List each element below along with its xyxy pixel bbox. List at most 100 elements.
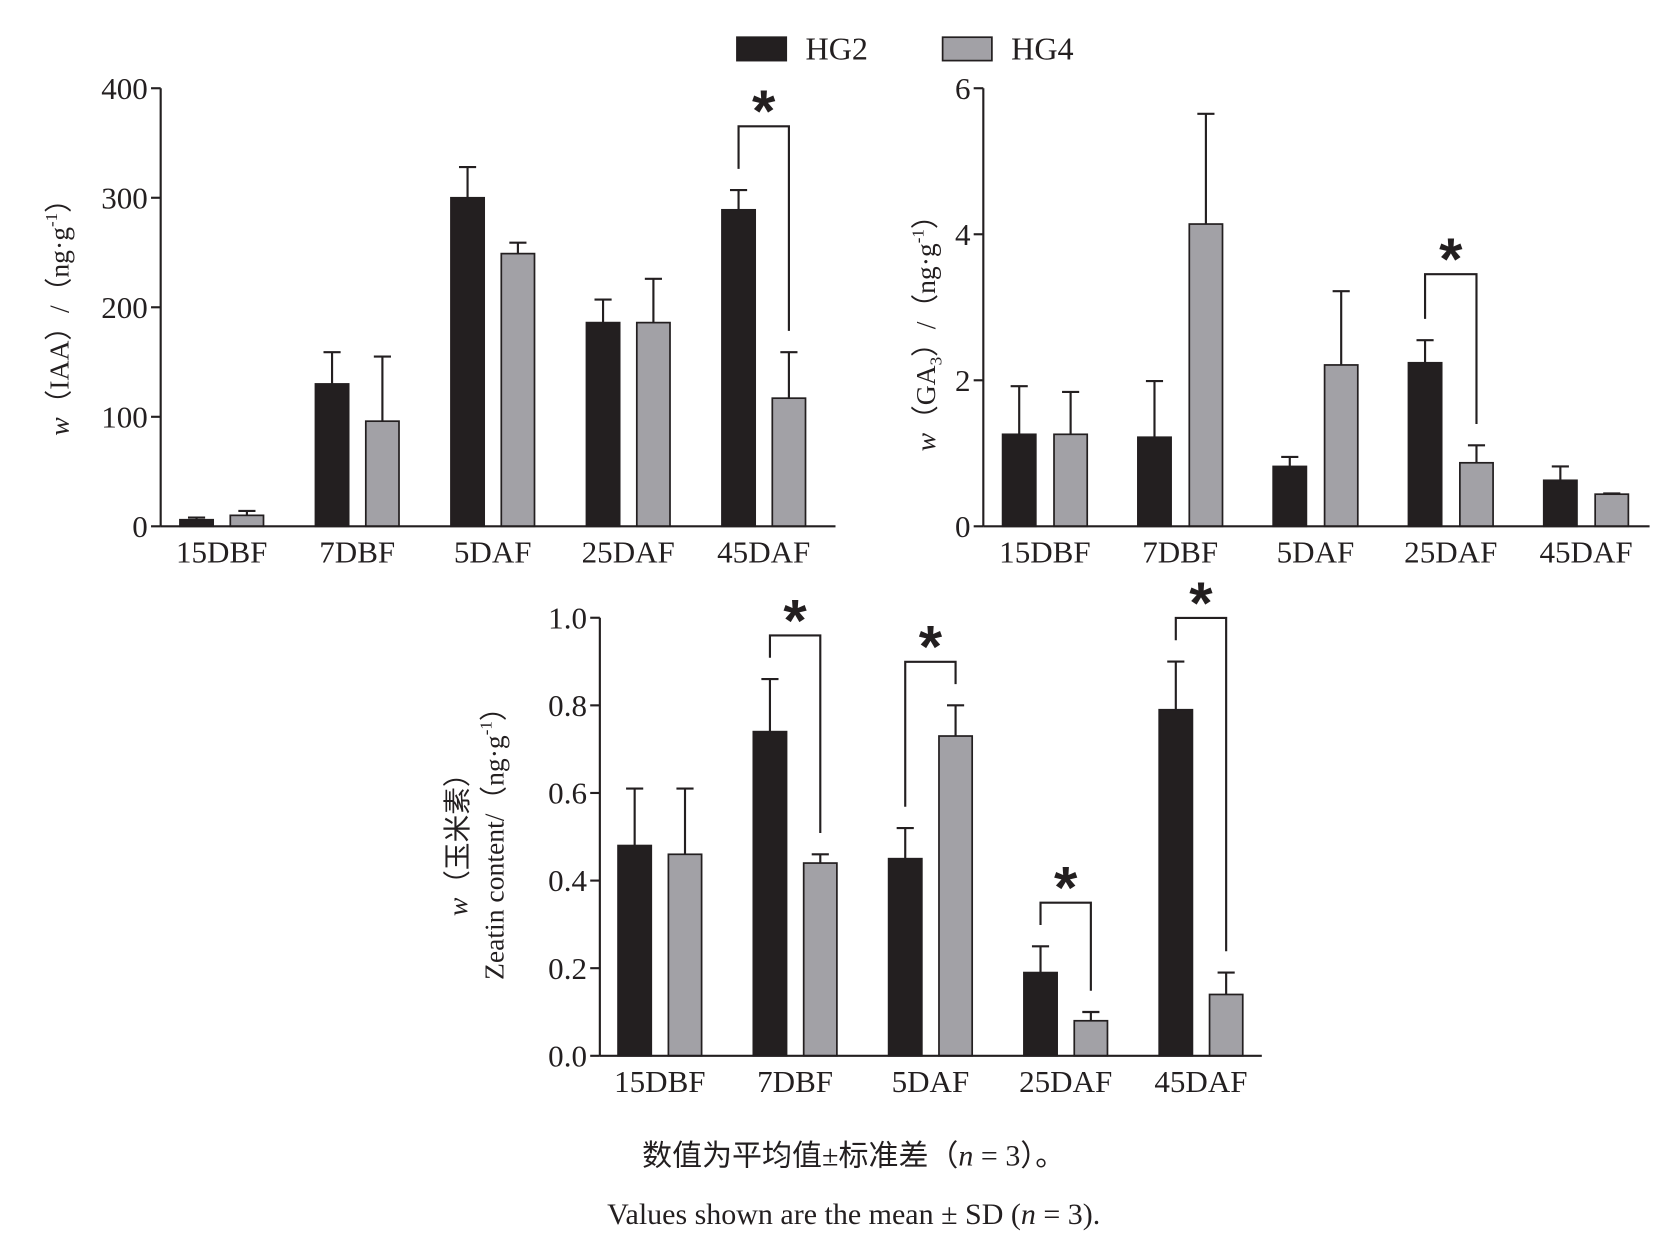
caption-zh-italic: n [958, 1139, 973, 1172]
significance-star: * [919, 613, 943, 680]
legend-label-hg2: HG2 [806, 31, 868, 67]
caption-en: Values shown are the mean ± SD (n = 3). [607, 1198, 1100, 1231]
error-bar-hg2 [458, 166, 477, 198]
bar-hg2 [1137, 436, 1172, 528]
ga3-chart: w（GA3）/（ng·g-1） 0 2 4 6 15DBF 7DBF 5DAF 25DAF 45… [908, 71, 1650, 569]
category-label: 7DBF [1142, 535, 1218, 570]
bar-hg2 [1001, 433, 1037, 528]
category-label: 45DAF [717, 535, 810, 570]
bar-hg4 [802, 862, 838, 1057]
y-tick-label: 0 [955, 509, 971, 544]
y-axis-title-sub: 3 [926, 357, 945, 365]
zeatin-plot: 0.0 0.2 0.4 0.6 0.8 1.0 15DBF 7DBF 5DAF 25DAF 45DA… [548, 569, 1262, 1099]
error-bar-hg2 [1551, 465, 1569, 481]
significance-bracket [1174, 616, 1228, 952]
y-tick-label: 2 [955, 363, 971, 398]
legend-label-hg4: HG4 [1011, 31, 1073, 67]
y-axis-title-main: （GA [911, 365, 942, 433]
error-bar-hg2 [1010, 385, 1028, 435]
significance-star: * [783, 587, 807, 654]
bar-hg4 [635, 321, 671, 528]
bar-hg4 [1208, 993, 1244, 1057]
y-tick-label: 100 [101, 400, 148, 435]
y-tick-label: 200 [101, 290, 148, 325]
bar-hg2 [450, 196, 486, 528]
bar-hg4 [500, 252, 536, 528]
y-tick-label: 1.0 [548, 600, 587, 635]
category-label: 5DAF [1277, 535, 1355, 570]
error-bar-hg4 [238, 509, 256, 516]
category-label: 45DAF [1154, 1064, 1247, 1099]
y-axis-title-text: w（玉米素） [443, 760, 474, 917]
bar-hg4 [229, 514, 265, 528]
bar-hg4 [1594, 493, 1630, 528]
significance-star: * [1189, 569, 1213, 636]
y-tick-label: 0.2 [548, 951, 587, 986]
bar-hg4 [1323, 364, 1359, 528]
error-bar-hg2 [1167, 660, 1185, 710]
bar-hg2 [585, 321, 621, 528]
significance-bracket [1039, 901, 1092, 991]
y-axis-title-var: w [911, 432, 942, 451]
error-bar-hg4 [1217, 971, 1235, 995]
y-axis-title-text: Zeatin content/（ng·g-1） [477, 693, 511, 980]
caption-zh: 数值为平均值±标准差（n = 3）。 [642, 1139, 1065, 1172]
caption: 数值为平均值±标准差（n = 3）。 Values shown are the … [607, 1139, 1100, 1230]
caption-zh-after: = 3）。 [973, 1139, 1065, 1172]
bar-hg2 [1407, 361, 1443, 528]
error-bar-hg4 [509, 241, 527, 254]
bar-hg2 [1542, 479, 1578, 528]
category-label: 7DBF [757, 1064, 833, 1099]
error-bar-hg4 [676, 787, 694, 855]
bar-hg2 [617, 844, 653, 1057]
significance-star: * [752, 78, 776, 145]
bar-hg4 [364, 420, 400, 528]
bar-hg4 [771, 397, 807, 528]
y-tick-label: 300 [101, 181, 148, 216]
bar-hg4 [1188, 223, 1224, 528]
error-bar-hg4 [1197, 112, 1215, 225]
error-bar-hg4 [1082, 1010, 1100, 1021]
error-bar-hg4 [373, 355, 391, 422]
significance-bracket [768, 634, 822, 834]
y-axis-title-text: w（IAA）/（ng·g-1） [42, 185, 76, 436]
error-bar-hg4 [1467, 444, 1486, 463]
y-tick-label: 0.6 [548, 776, 587, 811]
error-bar-hg4 [811, 853, 829, 864]
y-axis-title-mid: ）/（ng·g [911, 243, 942, 357]
y-axis-title-sup: -1 [477, 721, 496, 735]
significance-star: * [1054, 854, 1078, 921]
y-tick-label: 6 [955, 71, 971, 106]
bar-hg2 [1023, 971, 1058, 1057]
caption-zh-before: 数值为平均值±标准差（ [642, 1139, 958, 1172]
error-bar-hg2 [187, 516, 206, 520]
category-label: 7DBF [319, 535, 395, 570]
y-axis-title-sup: -1 [908, 229, 927, 243]
bar-hg2 [721, 208, 757, 528]
y-tick-label: 0.8 [548, 688, 587, 723]
bar-hg4 [1459, 461, 1494, 528]
legend: HG2 HG4 [736, 31, 1074, 67]
bar-hg4 [938, 735, 974, 1057]
error-bar-hg2 [594, 298, 612, 323]
ga3-plot: 0 2 4 6 15DBF 7DBF 5DAF 25DAF 45DAF * [955, 71, 1650, 569]
error-bar-hg2 [323, 351, 341, 384]
error-bar-hg4 [1603, 492, 1621, 495]
y-axis-title-sup: -1 [42, 213, 61, 227]
bar-hg4 [1073, 1019, 1109, 1057]
category-label: 5DAF [454, 535, 532, 570]
y-axis-title-line2: Zeatin content/（ng·g-1） [477, 693, 511, 980]
bar-hg2 [887, 857, 923, 1057]
legend-swatch-hg4 [941, 36, 993, 62]
error-bar-hg2 [626, 787, 644, 846]
category-label: 15DBF [614, 1064, 705, 1099]
y-axis-title-close: ） [911, 201, 942, 229]
y-axis-title-main: （玉米素） [443, 760, 474, 898]
zeatin-chart: w（玉米素） Zeatin content/（ng·g-1） 0.0 0.2 0.4… [443, 569, 1262, 1099]
error-bar-hg2 [1416, 339, 1434, 363]
error-bar-hg2 [729, 189, 748, 210]
y-axis-title-line1: w（玉米素） [443, 760, 474, 917]
legend-swatch-hg2 [736, 36, 788, 62]
y-tick-label: 0 [132, 509, 148, 544]
